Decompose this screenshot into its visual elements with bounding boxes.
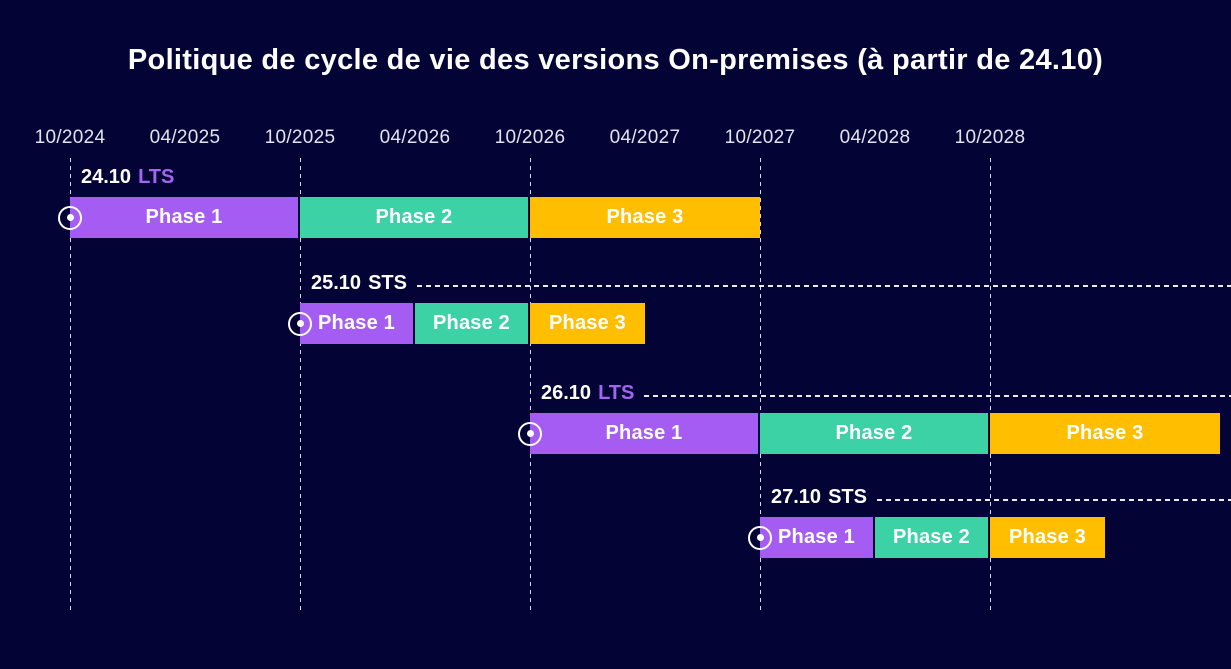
release-marker-icon (748, 525, 772, 550)
row-leader-dashed-line (877, 499, 1231, 501)
vertical-gridline (530, 158, 531, 612)
vertical-gridline (70, 158, 71, 612)
phase-bar-3: Phase 3 (530, 197, 760, 238)
phase-bar-1: Phase 1 (760, 517, 873, 558)
row-label: 24.10 LTS (81, 166, 174, 188)
chart-title: Politique de cycle de vie des versions O… (127, 44, 1104, 76)
phase-bar-2: Phase 2 (875, 517, 988, 558)
axis-tick-label: 10/2028 (954, 127, 1026, 148)
phase-bar-1: Phase 1 (530, 413, 758, 454)
version-number: 25.10 (311, 272, 362, 294)
release-marker-icon (288, 311, 312, 336)
phase-bar-2: Phase 2 (760, 413, 988, 454)
axis-tick-label: 10/2026 (494, 127, 566, 148)
vertical-gridline (300, 158, 301, 612)
release-type-badge: STS (828, 486, 867, 508)
release-dot-icon (526, 430, 534, 437)
axis-tick-label: 10/2027 (724, 127, 796, 148)
vertical-gridline (990, 158, 991, 612)
release-dot-icon (66, 214, 74, 221)
row-leader-dashed-line (644, 395, 1231, 397)
version-number: 26.10 (541, 382, 592, 404)
row-leader-dashed-line (417, 285, 1231, 287)
axis-tick-label: 10/2025 (264, 127, 336, 148)
phase-bar-3: Phase 3 (990, 517, 1105, 558)
axis-tick-label: 10/2024 (34, 127, 106, 148)
axis-tick-label: 04/2027 (609, 127, 681, 148)
axis-tick-label: 04/2028 (839, 127, 911, 148)
phase-bar-2: Phase 2 (415, 303, 528, 344)
phase-bar-1: Phase 1 (70, 197, 298, 238)
release-dot-icon (756, 534, 764, 541)
row-label: 25.10 STS (311, 272, 407, 294)
phase-bar-3: Phase 3 (530, 303, 645, 344)
row-label: 27.10 STS (771, 486, 867, 508)
release-dot-icon (296, 320, 304, 327)
release-type-badge: STS (368, 272, 407, 294)
phase-bar-1: Phase 1 (300, 303, 413, 344)
release-marker-icon (58, 205, 82, 230)
axis-tick-label: 04/2025 (149, 127, 221, 148)
version-number: 24.10 (81, 166, 132, 188)
row-label: 26.10 LTS (541, 382, 634, 404)
release-marker-icon (518, 421, 542, 446)
version-number: 27.10 (771, 486, 822, 508)
vertical-gridline (760, 158, 761, 612)
phase-bar-3: Phase 3 (990, 413, 1220, 454)
phase-bar-2: Phase 2 (300, 197, 528, 238)
axis-tick-label: 04/2026 (379, 127, 451, 148)
release-type-badge: LTS (138, 166, 175, 188)
release-type-badge: LTS (598, 382, 635, 404)
